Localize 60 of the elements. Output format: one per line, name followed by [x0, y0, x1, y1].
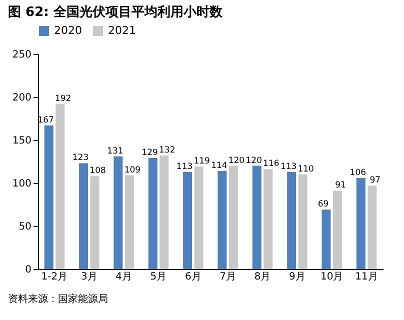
x-tick-label: 5月: [150, 272, 167, 282]
legend-label: 2021: [108, 24, 136, 37]
data-label: 110: [298, 164, 314, 174]
data-label: 129: [142, 148, 158, 158]
data-label: 120: [246, 156, 262, 166]
bar: [114, 156, 123, 269]
x-tick-label: 9月: [288, 272, 306, 282]
bar: [183, 172, 192, 269]
y-tick-label: 150: [12, 136, 32, 146]
bar: [252, 166, 262, 269]
data-label: 131: [107, 146, 124, 156]
x-tick-label: 6月: [184, 272, 202, 282]
data-label: 69: [318, 200, 329, 210]
data-label: 116: [263, 159, 280, 170]
bar: [332, 190, 342, 269]
y-tick-label: 250: [12, 50, 32, 60]
y-tick-label: 200: [12, 92, 32, 104]
legend-label: 2020: [54, 24, 82, 37]
y-tick-label: 100: [12, 178, 32, 190]
bar: [160, 155, 169, 269]
data-label: 106: [350, 168, 366, 178]
chart-title: 图 62: 全国光伏项目平均利用小时数: [8, 4, 224, 20]
bar: [368, 186, 377, 269]
bar: [218, 170, 227, 269]
x-tick-label: 1-2月: [41, 272, 68, 282]
data-label: 108: [90, 166, 106, 176]
data-label: 113: [280, 162, 297, 172]
bar: [56, 104, 65, 269]
x-tick-label: 11月: [355, 272, 378, 282]
data-label: 123: [72, 153, 89, 164]
data-label: 114: [211, 160, 228, 171]
x-tick-label: 7月: [220, 272, 236, 282]
x-tick-label: 4月: [116, 272, 132, 282]
data-label: 167: [38, 115, 54, 126]
y-tick-label: 50: [18, 222, 32, 232]
bar: [90, 176, 100, 269]
x-tick-label: 3月: [80, 272, 98, 282]
data-label: 97: [370, 176, 381, 186]
bar: [194, 166, 204, 269]
x-tick-label: 8月: [254, 272, 271, 282]
bar: [228, 166, 238, 269]
data-label: 132: [159, 145, 176, 156]
x-tick-label: 10月: [320, 272, 344, 282]
text: 资料来源：国家能源局: [8, 293, 108, 305]
data-label: 120: [228, 156, 245, 166]
bar: [298, 174, 308, 269]
data-label: 119: [194, 156, 210, 167]
bar: [322, 210, 331, 269]
bar: [124, 175, 134, 269]
data-label: 109: [124, 165, 141, 176]
bar: [148, 158, 158, 269]
bar: [264, 169, 273, 269]
data-label: 91: [335, 180, 346, 191]
y-tick-label: 0: [25, 264, 32, 276]
data-label: 113: [176, 162, 193, 172]
bar: [287, 172, 296, 269]
bar: [356, 178, 366, 269]
bar: [44, 125, 54, 269]
bar: [79, 163, 88, 269]
data-label: 192: [54, 94, 72, 104]
